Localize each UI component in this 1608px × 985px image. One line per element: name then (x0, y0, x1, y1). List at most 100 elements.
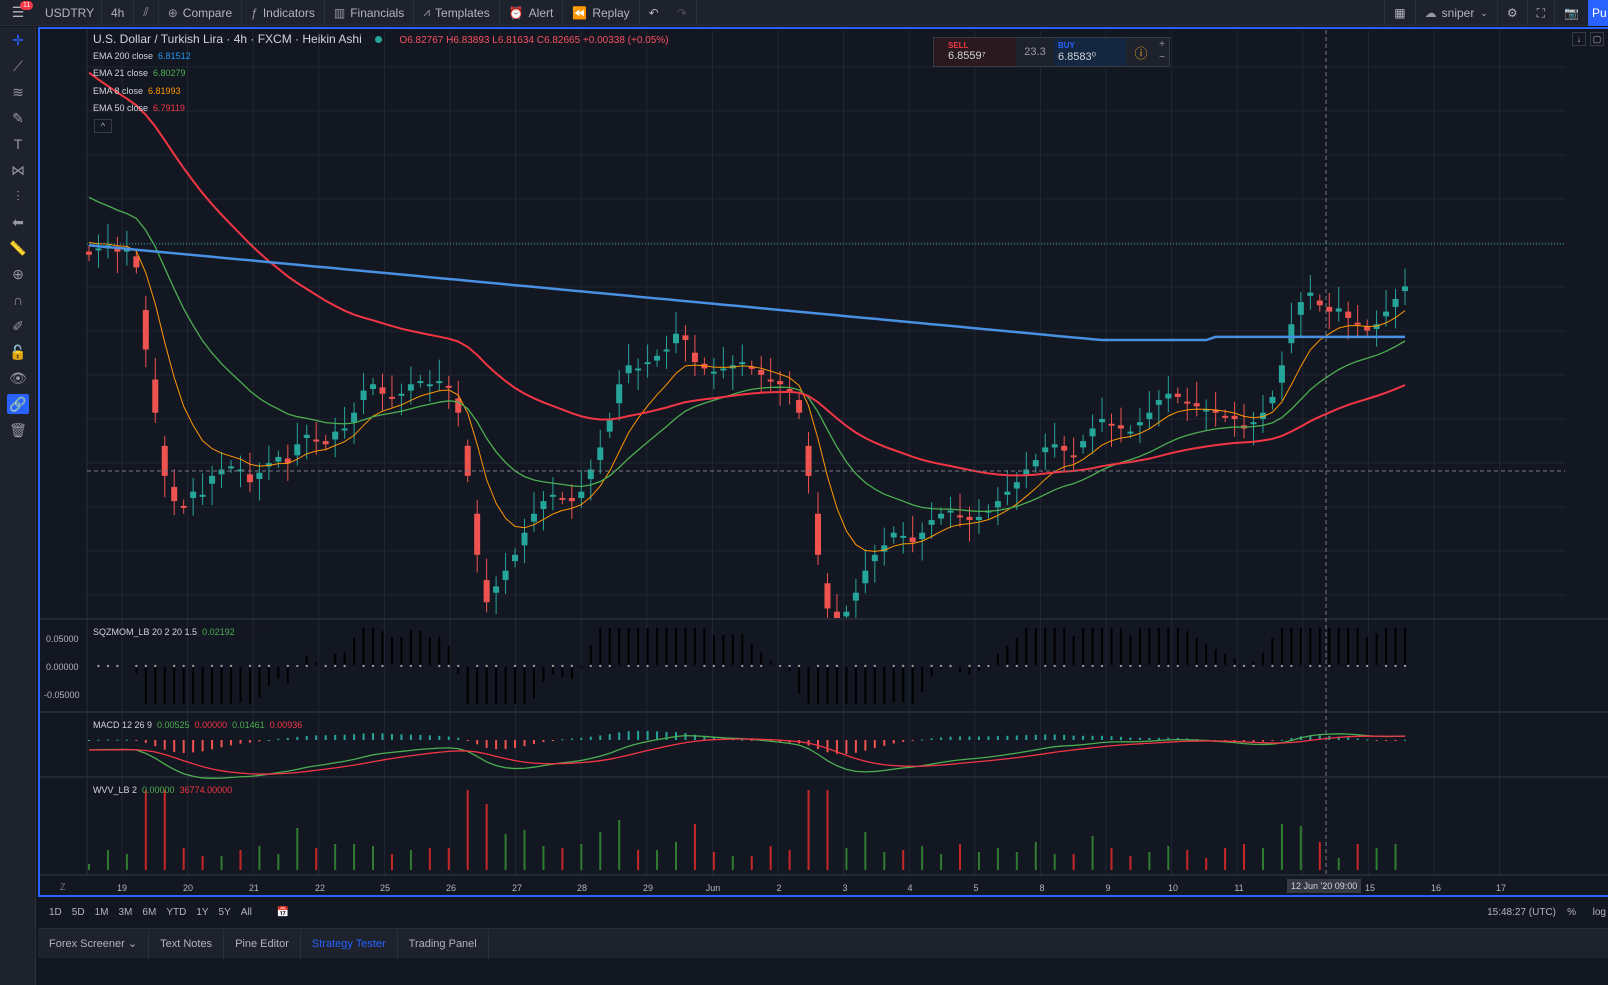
ema-8-legend[interactable]: EMA 8 close 6.81993 (93, 86, 181, 96)
range-button-1d[interactable]: 1D (49, 906, 62, 918)
interval-button[interactable]: 4h (102, 0, 135, 26)
squeeze-bar (504, 666, 507, 704)
squeeze-dot (655, 664, 659, 668)
tab-forex-screener[interactable]: Forex Screener ⌄ (38, 928, 150, 959)
squeeze-bar (1347, 628, 1350, 666)
tab-trading-panel[interactable]: Trading Panel (398, 928, 489, 959)
squeeze-dot (665, 664, 668, 668)
ruler-icon[interactable]: 📏 (9, 239, 27, 256)
squeeze-bar (731, 634, 734, 666)
squeeze-dot (864, 664, 867, 668)
macd-hist (987, 736, 990, 740)
macd-hist (949, 736, 952, 740)
indicators-button[interactable]: ƒ Indicators (242, 0, 325, 26)
arrow-left-icon[interactable]: ⬅ (12, 213, 24, 230)
compare-button[interactable]: ⊕ Compare (159, 0, 243, 26)
macd-legend[interactable]: MACD 12 26 9 0.00525 0.00000 0.01461 0.00936 (93, 720, 302, 730)
pencil-lock-icon[interactable]: ✐ (12, 317, 24, 334)
ema-200-legend[interactable]: EMA 200 close 6.81512 (93, 51, 191, 61)
range-button-3m[interactable]: 3M (118, 906, 133, 918)
plus-icon[interactable]: + (1159, 39, 1165, 50)
candle-body (767, 379, 774, 382)
squeeze-bar (400, 637, 403, 666)
zoom-icon[interactable]: ⊕ (12, 265, 24, 282)
time-axis-label: 5 (973, 883, 979, 893)
percent-toggle[interactable]: % (1567, 906, 1576, 918)
range-button-1m[interactable]: 1M (94, 906, 109, 918)
undo-button[interactable]: ↶ (640, 0, 668, 26)
squeeze-bar (542, 666, 545, 683)
info-icon[interactable]: ⓘ (1134, 45, 1148, 61)
ema-50-legend[interactable]: EMA 50 close 6.79119 (93, 103, 185, 113)
squeeze-bar (476, 666, 479, 704)
ema-200-value: 6.81512 (158, 51, 191, 61)
minus-icon[interactable]: − (1159, 52, 1165, 63)
macd-value-2: 0.00000 (194, 720, 228, 730)
prediction-icon[interactable]: ⫶ (16, 187, 20, 204)
squeeze-bar (466, 666, 469, 704)
eye-icon[interactable]: 👁 (9, 369, 27, 386)
wvv-legend[interactable]: WVV_LB 2 0.00000 36774.00000 (93, 785, 232, 795)
chart-type-button[interactable]: ⫽ (134, 0, 159, 26)
maximize-icon[interactable]: ▢ (1590, 32, 1604, 46)
zoom-reset-label[interactable]: Z (60, 882, 66, 892)
macd-signal-line (88, 735, 1406, 775)
link-icon[interactable]: 🔗 (7, 394, 29, 414)
market-open-icon (375, 36, 383, 44)
trend-line-icon[interactable]: ⟋ (13, 57, 23, 74)
magnet-icon[interactable]: ∩ (12, 292, 24, 308)
goto-date-icon[interactable]: 📅 (276, 906, 290, 918)
layout-button[interactable]: ▦ (1384, 0, 1414, 26)
move-down-icon[interactable]: ↓ (1572, 32, 1586, 46)
menu-button[interactable]: ☰ 11 (0, 0, 36, 26)
trash-icon[interactable]: 🗑 (9, 421, 27, 438)
candle-body (758, 370, 765, 375)
tab-pine-editor[interactable]: Pine Editor (224, 928, 301, 959)
text-icon[interactable]: T (13, 136, 23, 152)
snapshot-button[interactable]: 📷 (1554, 0, 1588, 26)
macd-hist (1110, 736, 1113, 740)
squeeze-bar (523, 666, 526, 704)
quantity-stepper[interactable]: + − (1156, 38, 1168, 66)
alert-button[interactable]: ⏰ Alert (500, 0, 564, 26)
chart-canvas[interactable] (0, 0, 1608, 900)
tab-strategy-tester[interactable]: Strategy Tester (301, 928, 398, 959)
redo-button[interactable]: ↷ (668, 0, 697, 26)
macd-hist (1082, 735, 1085, 740)
rewind-icon: ⏪ (572, 5, 588, 20)
macd-hist (514, 740, 517, 748)
fullscreen-button[interactable]: ⛶ (1526, 0, 1554, 26)
fib-icon[interactable]: ≋ (12, 83, 24, 100)
crosshair-icon[interactable]: ✛ (12, 31, 24, 48)
range-button-ytd[interactable]: YTD (166, 906, 187, 918)
plus-circle-icon: ⊕ (167, 5, 178, 20)
sell-button[interactable]: SELL 6.8559⁷ (934, 38, 1016, 66)
candle-body (1117, 425, 1124, 429)
candle-body (1174, 393, 1181, 397)
tab-text-notes[interactable]: Text Notes (149, 928, 225, 959)
utc-clock[interactable]: 15:48:27 (UTC) (1487, 906, 1556, 918)
pattern-icon[interactable]: ⋈ (11, 161, 25, 178)
publish-button[interactable]: Pu (1588, 0, 1608, 26)
financials-button[interactable]: ▥ Financials (325, 0, 415, 26)
save-layout-button[interactable]: ☁ sniper ⌄ (1414, 0, 1497, 26)
templates-button[interactable]: ⩘ Templates (414, 0, 500, 26)
wvv-bar (1261, 848, 1264, 870)
collapse-legend-button[interactable]: ^ (94, 119, 112, 133)
brush-icon[interactable]: ✎ (12, 109, 24, 126)
buy-button[interactable]: BUY 6.8583⁰ (1054, 38, 1126, 66)
squeeze-dot (532, 664, 536, 668)
replay-button[interactable]: ⏪ Replay (563, 0, 640, 26)
sqzmom-legend[interactable]: SQZMOM_LB 20 2 20 1.5 0.02192 0.00000 (93, 627, 272, 637)
ema-21-legend[interactable]: EMA 21 close 6.80279 (93, 68, 186, 78)
range-button-1y[interactable]: 1Y (196, 906, 209, 918)
candle-body (256, 472, 263, 480)
lock-icon[interactable]: 🔓 (9, 343, 27, 360)
log-toggle[interactable]: log (1592, 906, 1606, 918)
symbol-search[interactable]: USDTRY (36, 0, 102, 26)
range-button-all[interactable]: All (240, 906, 252, 918)
settings-button[interactable]: ⚙ (1496, 0, 1527, 26)
range-button-5y[interactable]: 5Y (218, 906, 231, 918)
range-button-5d[interactable]: 5D (71, 906, 85, 918)
range-button-6m[interactable]: 6M (142, 906, 157, 918)
